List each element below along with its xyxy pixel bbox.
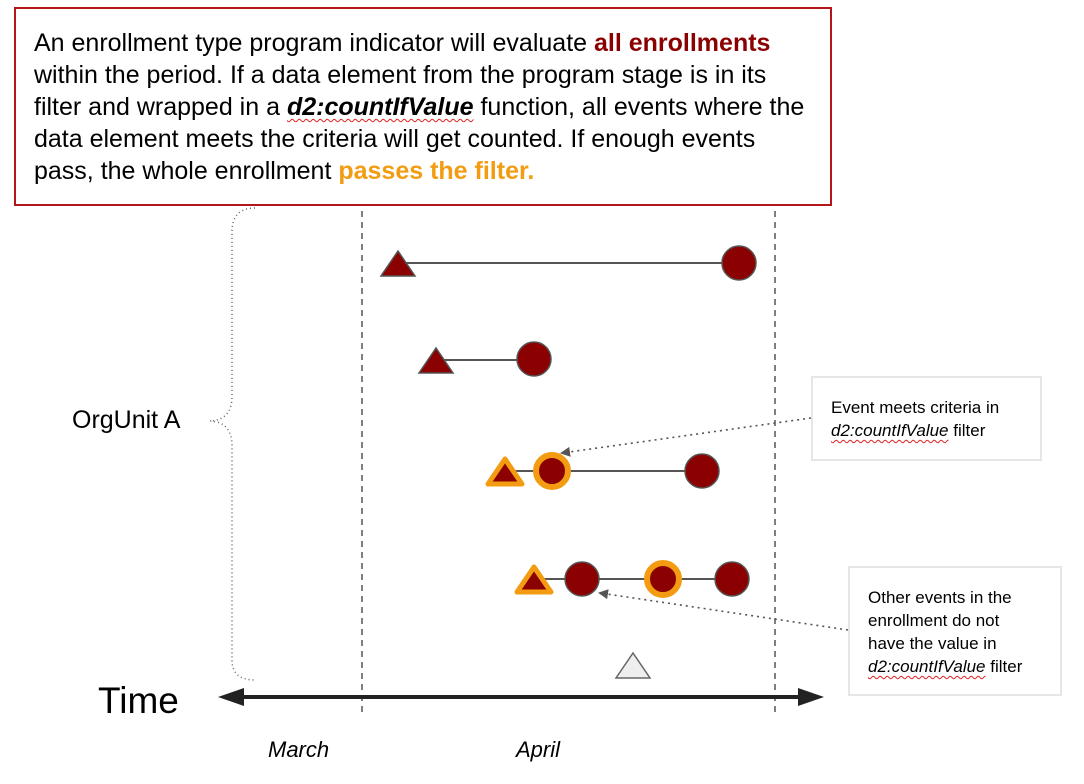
enrollment-1-event <box>721 245 757 281</box>
enrollment-3-start-triangle <box>485 456 525 487</box>
callout-2-line-1: Other events in the <box>868 588 1012 607</box>
banner-function-name: d2:countIfValue <box>286 93 474 121</box>
time-axis-label: Time <box>98 680 179 721</box>
callout-2-suffix: filter <box>985 657 1023 676</box>
callout-event-meets-criteria: Event meets criteria in d2:countIfValue … <box>811 376 1042 461</box>
enrollment-1-start-triangle <box>379 249 417 277</box>
explanation-banner: An enrollment type program indicator wil… <box>14 7 832 206</box>
enrollment-2-start-triangle <box>417 346 455 374</box>
orgunit-label: OrgUnit A <box>72 406 181 434</box>
callout-2-line-3: have the value in <box>868 634 997 653</box>
callout-1-function-name: d2:countIfValue <box>831 421 949 440</box>
month-label-march: March <box>268 737 330 762</box>
enrollment-4-event <box>714 561 750 597</box>
callout-1-line-1: Event meets criteria in <box>831 398 1000 417</box>
banner-text-2: within the period. If a data element fro… <box>34 61 767 121</box>
time-axis-left-arrow <box>218 688 244 706</box>
callout-2-line-2: enrollment do not <box>868 611 1000 630</box>
callout-2-function-name: d2:countIfValue <box>868 657 986 676</box>
orgunit-brace <box>209 207 256 681</box>
enrollment-3-event-meets-criteria <box>533 452 571 490</box>
enrollment-4-event-other <box>564 561 600 597</box>
banner-text-3: function, all events where the data elem… <box>34 93 805 185</box>
callout-2-line-4: d2:countIfValue filter <box>868 655 1042 678</box>
callout-1-line-2: d2:countIfValue filter <box>831 419 1022 442</box>
callout-1-suffix: filter <box>948 421 986 440</box>
enrollment-3-event <box>684 453 720 489</box>
enrollment-4-start-triangle <box>514 564 554 595</box>
banner-highlight-all-enrollments: all enrollments <box>594 29 771 57</box>
month-label-april: April <box>516 737 561 762</box>
callout-other-events: Other events in the enrollment do not ha… <box>848 566 1062 696</box>
callout-1-pointer <box>560 417 812 457</box>
banner-text-1: An enrollment type program indicator wil… <box>34 29 594 57</box>
callout-2-pointer <box>598 589 849 631</box>
enrollment-4-event-meets-criteria <box>644 560 682 598</box>
enrollment-2-event <box>516 341 552 377</box>
time-axis-right-arrow <box>798 688 824 706</box>
enrollment-5-start-triangle <box>614 651 652 679</box>
banner-highlight-passes-filter: passes the filter. <box>338 157 535 185</box>
